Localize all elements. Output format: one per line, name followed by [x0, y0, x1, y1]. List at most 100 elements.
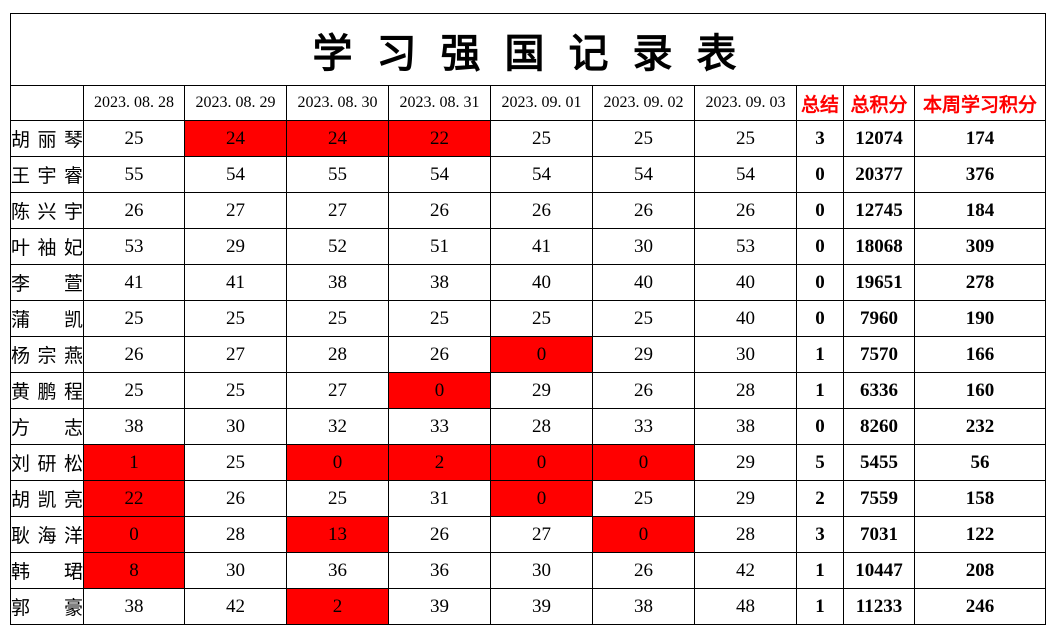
summary-count-cell: 0 — [796, 228, 844, 265]
day-score-cell: 32 — [286, 408, 389, 445]
table-row: 郭豪 38 42 2 39 39 38 48 1 11233 246 — [10, 588, 1047, 625]
day-score-cell: 26 — [694, 192, 797, 229]
day-score-cell-alert: 0 — [490, 336, 593, 373]
day-score-cell: 54 — [184, 156, 287, 193]
day-score-cell: 54 — [694, 156, 797, 193]
table-row: 杨宗燕 26 27 28 26 0 29 30 1 7570 166 — [10, 336, 1047, 373]
summary-count-cell: 2 — [796, 480, 844, 517]
date-header-cell: 2023. 08. 28 — [83, 85, 185, 121]
table-row: 胡丽琴 25 24 24 22 25 25 25 3 12074 174 — [10, 120, 1047, 157]
day-score-cell: 28 — [286, 336, 389, 373]
day-score-cell: 36 — [388, 552, 491, 589]
table-row: 胡凯亮 22 26 25 31 0 25 29 2 7559 158 — [10, 480, 1047, 517]
summary-count-cell: 1 — [796, 552, 844, 589]
week-points-cell: 278 — [913, 264, 1047, 301]
summary-count-cell: 3 — [796, 120, 844, 157]
total-points-cell: 7031 — [843, 516, 915, 553]
summary-count-cell: 5 — [796, 444, 844, 481]
day-score-cell-alert: 0 — [490, 444, 593, 481]
week-points-cell: 246 — [913, 588, 1047, 625]
total-points-cell: 18068 — [843, 228, 915, 265]
day-score-cell: 40 — [592, 264, 695, 301]
corner-header-cell — [10, 85, 84, 121]
day-score-cell: 28 — [184, 516, 287, 553]
summary-count-cell: 0 — [796, 408, 844, 445]
day-score-cell: 25 — [286, 480, 389, 517]
day-score-cell: 27 — [490, 516, 593, 553]
week-points-cell: 309 — [913, 228, 1047, 265]
week-points-cell: 56 — [913, 444, 1047, 481]
day-score-cell-alert: 0 — [286, 444, 389, 481]
day-score-cell-alert: 2 — [388, 444, 491, 481]
day-score-cell: 26 — [592, 192, 695, 229]
day-score-cell: 25 — [592, 480, 695, 517]
day-score-cell: 29 — [694, 480, 797, 517]
day-score-cell: 25 — [388, 300, 491, 337]
day-score-cell: 38 — [592, 588, 695, 625]
total-points-cell: 10447 — [843, 552, 915, 589]
week-points-cell: 174 — [913, 120, 1047, 157]
day-score-cell: 52 — [286, 228, 389, 265]
table-row: 李萱 41 41 38 38 40 40 40 0 19651 278 — [10, 264, 1047, 301]
date-header-cell: 2023. 08. 31 — [388, 85, 491, 121]
student-name-cell: 杨宗燕 — [10, 336, 84, 373]
summary-count-cell: 3 — [796, 516, 844, 553]
week-points-cell: 232 — [913, 408, 1047, 445]
student-name-cell: 郭豪 — [10, 588, 84, 625]
day-score-cell: 26 — [388, 516, 491, 553]
day-score-cell: 55 — [286, 156, 389, 193]
student-name-cell: 黄鹏程 — [10, 372, 84, 409]
table-row: 黄鹏程 25 25 27 0 29 26 28 1 6336 160 — [10, 372, 1047, 409]
day-score-cell: 41 — [490, 228, 593, 265]
day-score-cell: 29 — [490, 372, 593, 409]
week-points-cell: 166 — [913, 336, 1047, 373]
spreadsheet: 学 习 强 国 记 录 表 2023. 08. 28 2023. 08. 29 20… — [9, 13, 1047, 625]
day-score-cell: 38 — [286, 264, 389, 301]
day-score-cell: 40 — [694, 300, 797, 337]
table-row: 方志 38 30 32 33 28 33 38 0 8260 232 — [10, 408, 1047, 445]
total-points-cell: 7960 — [843, 300, 915, 337]
day-score-cell: 38 — [694, 408, 797, 445]
day-score-cell: 26 — [388, 336, 491, 373]
total-points-cell: 5455 — [843, 444, 915, 481]
week-points-cell: 160 — [913, 372, 1047, 409]
day-score-cell: 53 — [694, 228, 797, 265]
day-score-cell: 30 — [694, 336, 797, 373]
total-points-cell: 12074 — [843, 120, 915, 157]
summary-count-cell: 0 — [796, 192, 844, 229]
day-score-cell: 29 — [592, 336, 695, 373]
summary-count-cell: 1 — [796, 336, 844, 373]
record-table: 学 习 强 国 记 录 表 2023. 08. 28 2023. 08. 29 20… — [9, 13, 1047, 625]
day-score-cell: 27 — [286, 192, 389, 229]
day-score-cell-alert: 22 — [388, 120, 491, 157]
day-score-cell: 33 — [592, 408, 695, 445]
day-score-cell: 48 — [694, 588, 797, 625]
total-points-cell: 7559 — [843, 480, 915, 517]
day-score-cell: 25 — [184, 444, 287, 481]
day-score-cell: 26 — [83, 336, 185, 373]
student-name-cell: 韩珺 — [10, 552, 84, 589]
day-score-cell: 25 — [490, 300, 593, 337]
day-score-cell: 41 — [83, 264, 185, 301]
day-score-cell: 25 — [286, 300, 389, 337]
day-score-cell: 30 — [184, 552, 287, 589]
day-score-cell: 29 — [184, 228, 287, 265]
day-score-cell: 25 — [184, 372, 287, 409]
day-score-cell-alert: 1 — [83, 444, 185, 481]
day-score-cell: 26 — [592, 552, 695, 589]
day-score-cell: 42 — [694, 552, 797, 589]
day-score-cell: 54 — [388, 156, 491, 193]
week-points-cell: 376 — [913, 156, 1047, 193]
column-header-row: 2023. 08. 28 2023. 08. 29 2023. 08. 30 2023… — [10, 85, 1047, 121]
day-score-cell: 25 — [592, 300, 695, 337]
total-points-cell: 11233 — [843, 588, 915, 625]
day-score-cell-alert: 0 — [592, 516, 695, 553]
day-score-cell: 39 — [490, 588, 593, 625]
day-score-cell: 33 — [388, 408, 491, 445]
summary-count-cell: 0 — [796, 156, 844, 193]
table-row: 蒲凯 25 25 25 25 25 25 40 0 7960 190 — [10, 300, 1047, 337]
day-score-cell: 40 — [694, 264, 797, 301]
summary-count-cell: 0 — [796, 264, 844, 301]
day-score-cell: 53 — [83, 228, 185, 265]
student-name-cell: 叶袖妃 — [10, 228, 84, 265]
